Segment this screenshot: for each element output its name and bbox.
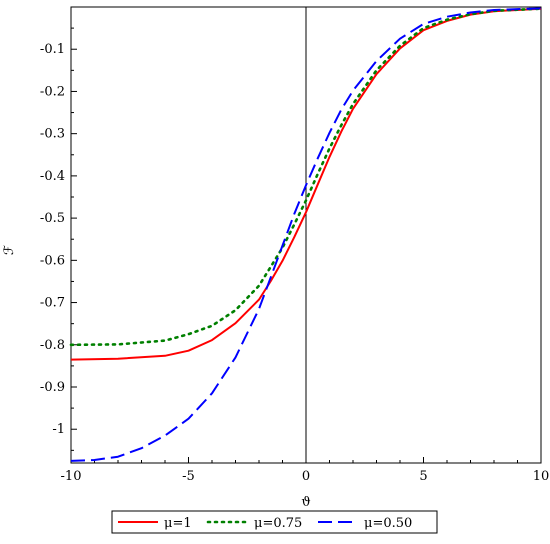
series-line-1 xyxy=(70,7,542,361)
y-tick-label: -0.9 xyxy=(40,380,65,395)
y-tick-label: -0.2 xyxy=(40,84,65,99)
y-tick-label: -0.1 xyxy=(40,42,65,57)
legend: μ=1 μ=0.75 μ=0.50 xyxy=(111,510,438,534)
x-tick-label: 10 xyxy=(533,469,550,484)
legend-label-1: μ=1 xyxy=(164,516,192,531)
y-tick-label: -0.4 xyxy=(40,169,65,184)
x-tick-label: 5 xyxy=(419,469,427,484)
y-tick-label: -1 xyxy=(52,422,65,437)
x-tick-label: -5 xyxy=(182,469,195,484)
x-axis-label: ϑ xyxy=(301,495,310,510)
y-ticks: -0.1 -0.2 -0.3 -0.4 -0.5 -0.6 -0.7 -0.8 -0.9 -1 xyxy=(40,27,77,451)
y-axis-label: ℱ xyxy=(2,245,17,255)
y-tick-label: -0.5 xyxy=(40,211,65,226)
legend-label-3: μ=0.50 xyxy=(364,516,412,531)
x-tick-label: 0 xyxy=(302,469,310,484)
series-lines xyxy=(69,7,543,462)
y-tick-label: -0.6 xyxy=(40,253,65,268)
legend-label-2: μ=0.75 xyxy=(254,516,302,531)
series-line-2 xyxy=(69,7,543,347)
legend-box xyxy=(111,510,438,534)
y-tick-label: -0.8 xyxy=(40,338,65,353)
x-tick-label: -10 xyxy=(61,469,82,484)
y-tick-label: -0.3 xyxy=(40,127,65,142)
x-ticks: -10 -5 0 5 10 xyxy=(61,457,550,484)
y-tick-label: -0.7 xyxy=(40,296,65,311)
